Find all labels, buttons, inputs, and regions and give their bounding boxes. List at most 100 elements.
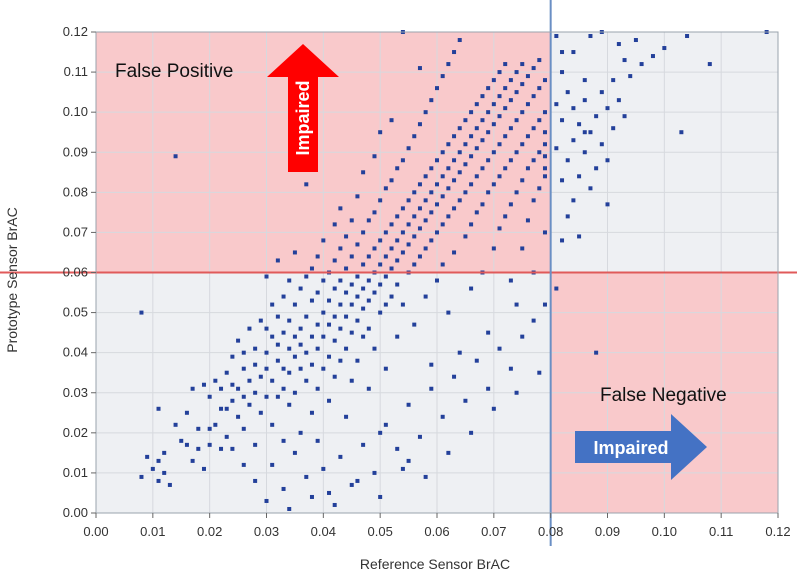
- data-point: [537, 118, 541, 122]
- data-point: [407, 459, 411, 463]
- data-point: [463, 142, 467, 146]
- data-point: [588, 34, 592, 38]
- data-point: [480, 94, 484, 98]
- data-point: [429, 190, 433, 194]
- data-point: [412, 234, 416, 238]
- data-point: [475, 174, 479, 178]
- data-point: [145, 455, 149, 459]
- data-point: [378, 311, 382, 315]
- data-point: [401, 250, 405, 254]
- data-point: [321, 311, 325, 315]
- data-point: [355, 479, 359, 483]
- data-point: [418, 66, 422, 70]
- data-point: [361, 170, 365, 174]
- data-point: [509, 158, 513, 162]
- data-point: [242, 367, 246, 371]
- data-point: [412, 323, 416, 327]
- data-point: [435, 230, 439, 234]
- data-point: [526, 102, 530, 106]
- data-point: [276, 258, 280, 262]
- data-point: [361, 287, 365, 291]
- data-point: [480, 166, 484, 170]
- data-point: [236, 339, 240, 343]
- data-point: [270, 463, 274, 467]
- y-tick-label: 0.07: [63, 224, 88, 239]
- data-point: [475, 359, 479, 363]
- data-point: [338, 359, 342, 363]
- data-point: [196, 427, 200, 431]
- x-tick-label: 0.08: [538, 524, 563, 539]
- data-point: [537, 186, 541, 190]
- data-point: [606, 158, 610, 162]
- data-point: [509, 78, 513, 82]
- x-tick-label: 0.01: [140, 524, 165, 539]
- data-point: [526, 74, 530, 78]
- data-point: [333, 287, 337, 291]
- data-point: [225, 435, 229, 439]
- data-point: [395, 166, 399, 170]
- data-point: [253, 391, 257, 395]
- data-point: [469, 110, 473, 114]
- data-point: [179, 439, 183, 443]
- data-point: [446, 214, 450, 218]
- data-point: [560, 118, 564, 122]
- data-point: [441, 74, 445, 78]
- data-point: [623, 58, 627, 62]
- data-point: [537, 150, 541, 154]
- data-point: [253, 347, 257, 351]
- data-point: [372, 291, 376, 295]
- data-point: [321, 279, 325, 283]
- y-tick-label: 0.04: [63, 345, 88, 360]
- data-point: [520, 110, 524, 114]
- data-point: [418, 122, 422, 126]
- data-point: [378, 283, 382, 287]
- data-point: [509, 98, 513, 102]
- data-point: [321, 335, 325, 339]
- data-point: [333, 315, 337, 319]
- data-point: [611, 78, 615, 82]
- data-point: [566, 158, 570, 162]
- data-point: [242, 395, 246, 399]
- data-point: [475, 146, 479, 150]
- data-point: [378, 130, 382, 134]
- data-point: [418, 226, 422, 230]
- data-point: [407, 146, 411, 150]
- data-point: [543, 142, 547, 146]
- data-point: [390, 266, 394, 270]
- data-point: [316, 347, 320, 351]
- data-point: [139, 311, 143, 315]
- data-point: [577, 122, 581, 126]
- data-point: [441, 222, 445, 226]
- data-point: [486, 190, 490, 194]
- data-point: [429, 210, 433, 214]
- data-point: [492, 246, 496, 250]
- x-axis-label: Reference Sensor BrAC: [360, 556, 510, 572]
- data-point: [571, 106, 575, 110]
- data-point: [424, 218, 428, 222]
- data-point: [475, 126, 479, 130]
- data-point: [537, 58, 541, 62]
- data-point: [304, 275, 308, 279]
- data-point: [333, 222, 337, 226]
- x-tick-label: 0.03: [254, 524, 279, 539]
- data-point: [412, 190, 416, 194]
- data-point: [287, 371, 291, 375]
- data-point: [293, 451, 297, 455]
- data-point: [270, 335, 274, 339]
- data-point: [174, 154, 178, 158]
- data-point: [634, 38, 638, 42]
- data-point: [617, 98, 621, 102]
- data-point: [475, 102, 479, 106]
- data-point: [372, 154, 376, 158]
- data-point: [395, 335, 399, 339]
- data-point: [321, 238, 325, 242]
- data-point: [554, 102, 558, 106]
- data-point: [498, 142, 502, 146]
- data-point: [486, 110, 490, 114]
- data-point: [435, 202, 439, 206]
- data-point: [418, 435, 422, 439]
- data-point: [486, 387, 490, 391]
- data-point: [532, 94, 536, 98]
- data-point: [338, 303, 342, 307]
- data-point: [390, 178, 394, 182]
